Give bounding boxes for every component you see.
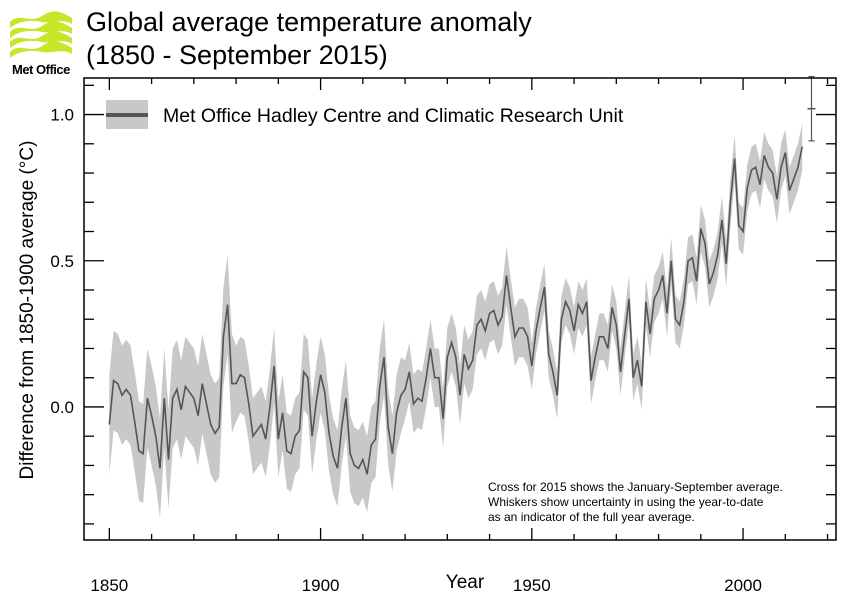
x-tick-label: 1850 [90, 576, 128, 595]
y-tick-label: 1.0 [50, 106, 74, 125]
y-tick-label: 0.0 [50, 398, 74, 417]
y-axis-label: Difference from 1850-1900 average (°C) [17, 141, 38, 480]
series-line-group [108, 146, 803, 475]
x-tick-label: 1900 [302, 576, 340, 595]
chart-title-line1: Global average temperature anomaly [86, 7, 532, 37]
annotation-line: Cross for 2015 shows the January-Septemb… [488, 480, 783, 494]
logo-wave [10, 31, 72, 48]
y-tick-label: 0.5 [50, 252, 74, 271]
uncertainty-band-group [109, 123, 803, 519]
annotation: Cross for 2015 shows the January-Septemb… [488, 480, 783, 524]
x-axis-label: Year [446, 572, 485, 593]
logo-waves-icon [10, 11, 72, 58]
legend-label: Met Office Hadley Centre and Climatic Re… [163, 105, 624, 127]
annotation-line: as an indicator of the full year average… [488, 510, 695, 524]
plot-frame [83, 77, 837, 541]
met-office-logo: Met Office [10, 11, 72, 77]
x-tick-label: 1950 [513, 576, 551, 595]
axis-ticks [84, 78, 836, 540]
series-line [108, 146, 803, 475]
logo-wave [10, 11, 72, 28]
legend: Met Office Hadley Centre and Climatic Re… [106, 100, 624, 129]
annotation-line: Whiskers show uncertainty in using the y… [488, 495, 764, 509]
marker-2015-group [807, 75, 816, 142]
logo-text: Met Office [12, 62, 70, 77]
chart-title-line2: (1850 - September 2015) [86, 40, 388, 70]
logo-wave [10, 41, 72, 58]
uncertainty-band [109, 123, 803, 519]
x-tick-label: 2000 [724, 576, 762, 595]
logo-wave [10, 21, 72, 38]
